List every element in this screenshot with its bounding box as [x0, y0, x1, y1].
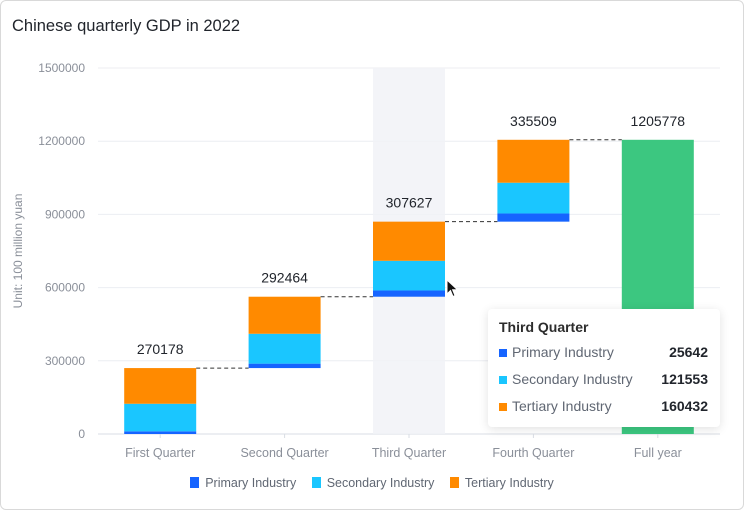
- tooltip-value: 121553: [661, 371, 708, 387]
- bar-segment-tertiary-industry[interactable]: [248, 296, 321, 334]
- legend-label: Tertiary Industry: [464, 476, 554, 490]
- tooltip-label: Primary Industry: [512, 344, 614, 360]
- bar-segment-tertiary-industry[interactable]: [497, 139, 570, 183]
- tooltip-value: 25642: [669, 344, 708, 360]
- bar-segment-secondary-industry[interactable]: [373, 260, 445, 291]
- tooltip-title: Third Quarter: [499, 319, 589, 335]
- total-data-label: 335509: [510, 113, 557, 129]
- total-data-label: 307627: [386, 195, 433, 211]
- bar-segment-primary-industry[interactable]: [497, 213, 570, 222]
- legend-swatch: [190, 477, 200, 488]
- total-data-label: 1205778: [631, 113, 686, 129]
- tooltip: Third Quarter Primary Industry 25642 Sec…: [488, 309, 720, 427]
- total-data-label: 270178: [137, 341, 184, 357]
- bar-segment-secondary-industry[interactable]: [248, 333, 321, 364]
- y-tick-label: 0: [78, 427, 85, 441]
- bar-segment-tertiary-industry[interactable]: [373, 221, 445, 261]
- y-tick-label: 600000: [45, 281, 85, 295]
- bar-segment-primary-industry[interactable]: [373, 290, 445, 297]
- y-tick-label: 1500000: [38, 61, 85, 75]
- legend-item-primary[interactable]: Primary Industry: [190, 476, 296, 490]
- tooltip-value: 160432: [661, 398, 708, 414]
- chart-title: Chinese quarterly GDP in 2022: [12, 17, 241, 35]
- y-tick-label: 300000: [45, 354, 85, 368]
- legend-swatch: [311, 477, 321, 488]
- tooltip-label: Tertiary Industry: [512, 398, 612, 414]
- tooltip-row-secondary: Secondary Industry 121553: [499, 371, 708, 391]
- bar-segment-primary-industry[interactable]: [124, 431, 197, 434]
- bar-segment-primary-industry[interactable]: [248, 363, 321, 369]
- x-tick-label: First Quarter: [125, 446, 195, 460]
- legend-item-tertiary[interactable]: Tertiary Industry: [449, 476, 554, 490]
- y-axis-label: Unit: 100 million yuan: [11, 194, 25, 309]
- tooltip-swatch: [499, 349, 507, 357]
- tooltip-row-tertiary: Tertiary Industry 160432: [499, 398, 708, 418]
- tooltip-swatch: [499, 403, 507, 411]
- bar-segment-secondary-industry[interactable]: [124, 403, 197, 432]
- mouse-cursor-icon: [446, 279, 459, 298]
- tooltip-swatch: [499, 376, 507, 384]
- x-tick-label: Third Quarter: [372, 446, 446, 460]
- tooltip-label: Secondary Industry: [512, 371, 633, 387]
- legend-label: Secondary Industry: [326, 476, 435, 490]
- y-tick-label: 1200000: [38, 134, 85, 148]
- tooltip-row-primary: Primary Industry 25642: [499, 344, 708, 364]
- bar-segment-secondary-industry[interactable]: [497, 182, 570, 214]
- x-tick-label: Fourth Quarter: [492, 446, 574, 460]
- x-tick-label: Second Quarter: [240, 446, 328, 460]
- legend-swatch: [449, 477, 459, 488]
- total-data-label: 292464: [261, 270, 308, 286]
- legend-item-secondary[interactable]: Secondary Industry: [311, 476, 435, 490]
- legend-label: Primary Industry: [205, 476, 297, 490]
- y-tick-label: 900000: [45, 207, 85, 221]
- bar-segment-tertiary-industry[interactable]: [124, 368, 197, 404]
- x-tick-label: Full year: [634, 446, 682, 460]
- legend: Primary Industry Secondary Industry Tert…: [0, 476, 744, 494]
